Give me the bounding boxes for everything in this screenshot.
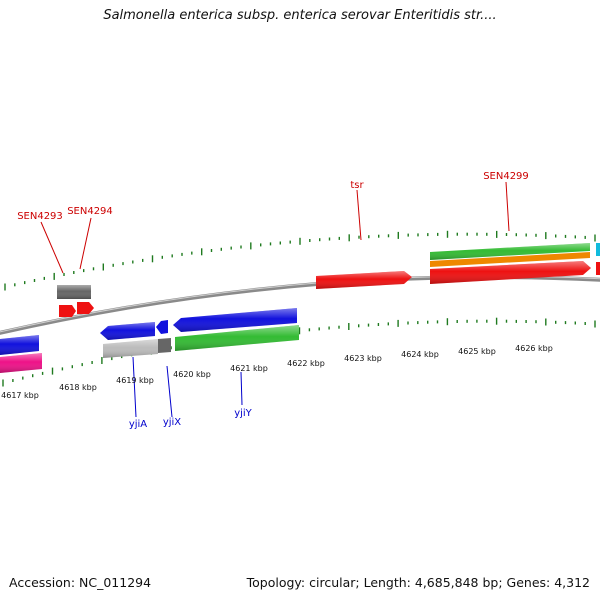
leader-sen4299	[505, 181, 510, 232]
gene-yjix-gene[interactable]	[158, 338, 171, 353]
scale-label: 4623 kbp	[344, 354, 382, 363]
label-yjix[interactable]: yjiX	[163, 417, 181, 428]
leader-tsr	[356, 189, 362, 241]
forward-features	[57, 243, 600, 317]
reverse-features	[0, 308, 299, 373]
gene-sen4293-cds[interactable]	[59, 305, 76, 317]
label-sen4294[interactable]: SEN4294	[67, 206, 113, 217]
leader-yjiy	[240, 371, 243, 406]
leader-yjia	[132, 356, 137, 418]
outer-tick-track	[4, 230, 596, 291]
accession-text: Accession: NC_011294	[9, 575, 152, 590]
genome-summary-text: Topology: circular; Length: 4,685,848 bp…	[246, 575, 590, 590]
scale-labels: 4617 kbp 4618 kbp 4619 kbp 4620 kbp 4621…	[1, 344, 553, 400]
orange-track-forward[interactable]	[430, 252, 590, 267]
scale-label: 4620 kbp	[173, 370, 211, 379]
forward-labels: SEN4293 SEN4294 tsr SEN4299	[17, 171, 529, 222]
scale-label: 4619 kbp	[116, 376, 154, 385]
label-yjiy[interactable]: yjiY	[234, 408, 252, 419]
leader-sen4294	[79, 217, 92, 270]
scale-label: 4618 kbp	[59, 383, 97, 392]
reverse-labels: yjiA yjiX yjiY	[129, 408, 253, 430]
genome-title: Salmonella enterica subsp. enterica sero…	[103, 8, 497, 23]
scale-label: 4626 kbp	[515, 344, 553, 353]
label-tsr[interactable]: tsr	[350, 180, 364, 191]
label-yjia[interactable]: yjiA	[129, 419, 147, 430]
label-sen4299[interactable]: SEN4299	[483, 171, 529, 182]
label-sen4293[interactable]: SEN4293	[17, 211, 63, 222]
scale-label: 4622 kbp	[287, 359, 325, 368]
red-track-forward-edge[interactable]	[596, 262, 600, 275]
leader-yjix	[166, 365, 173, 418]
scale-label: 4625 kbp	[458, 347, 496, 356]
gene-sen4294-cds[interactable]	[77, 302, 94, 314]
scale-label: 4624 kbp	[401, 350, 439, 359]
cyan-track-forward[interactable]	[596, 243, 600, 256]
leader-sen4293	[40, 221, 64, 274]
scale-label: 4621 kbp	[230, 364, 268, 373]
label-leaders	[40, 181, 510, 418]
scale-label: 4617 kbp	[1, 391, 39, 400]
gene-yjix-cds[interactable]	[156, 320, 168, 334]
